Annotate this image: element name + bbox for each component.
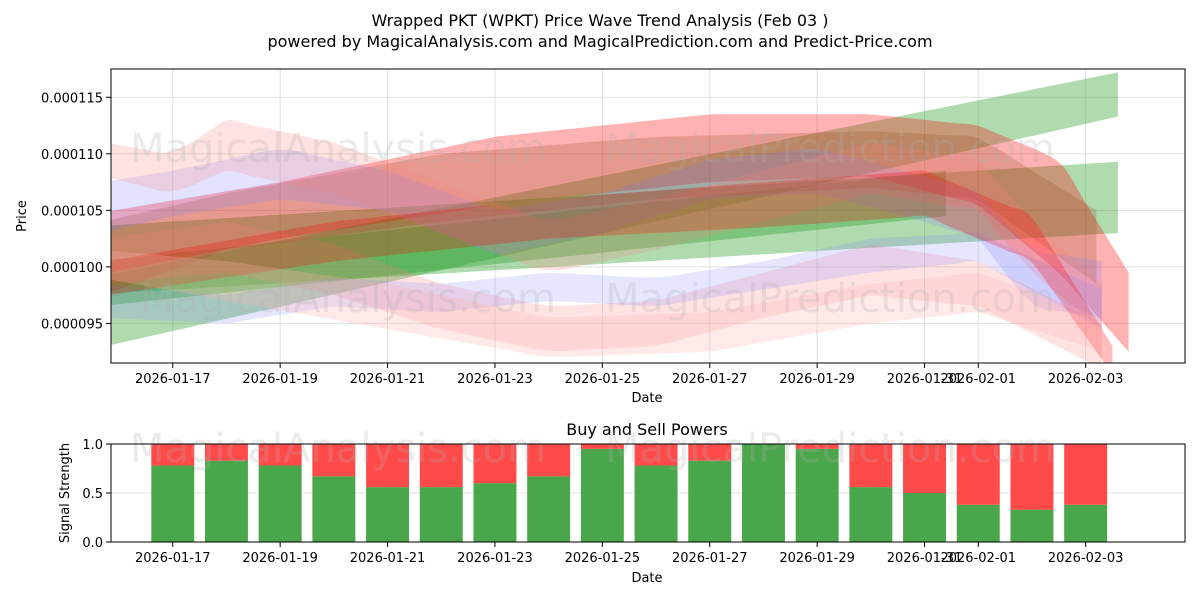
buy-sell-panel: Buy and Sell Powers MagicalAnalysis.com … bbox=[58, 420, 1186, 586]
buy-bar bbox=[849, 487, 893, 542]
buy-bar bbox=[151, 465, 195, 542]
buy-bar bbox=[204, 460, 248, 542]
figure-title-line2: powered by MagicalAnalysis.com and Magic… bbox=[267, 32, 932, 51]
sell-bar bbox=[366, 444, 410, 488]
signal-x-tick-label: 2026-02-03 bbox=[1048, 551, 1124, 566]
price-band-8 bbox=[111, 232, 1102, 330]
buy-bar bbox=[527, 476, 571, 542]
price-x-axis-label: Date bbox=[631, 391, 662, 406]
price-x-tick-label: 2026-01-19 bbox=[242, 372, 318, 387]
signal-x-tick-label: 2026-01-31 bbox=[887, 551, 963, 566]
price-band-0 bbox=[111, 72, 1118, 346]
buy-bar bbox=[580, 448, 624, 542]
buy-bar bbox=[795, 448, 839, 542]
watermark-mid-right: MagicalPrediction.com bbox=[605, 276, 1055, 322]
watermark-bottom-right: MagicalPrediction.com bbox=[605, 426, 1055, 472]
sell-bar bbox=[580, 444, 624, 449]
price-y-axis-label: Price bbox=[15, 200, 30, 232]
price-x-ticks: 2026-01-17 2026-01-19 2026-01-21 2026-01-23… bbox=[135, 363, 1123, 387]
sell-bar bbox=[956, 444, 1000, 505]
watermark-top-left: MagicalAnalysis.com bbox=[130, 126, 546, 172]
price-x-tick-label: 2026-01-27 bbox=[672, 372, 748, 387]
price-band-5 bbox=[111, 148, 1102, 318]
buy-bar bbox=[419, 487, 463, 542]
buy-bar bbox=[956, 504, 1000, 542]
price-x-tick-label: 2026-02-01 bbox=[940, 372, 1016, 387]
buy-bar bbox=[741, 444, 785, 542]
price-y-tick-label: 0.000100 bbox=[41, 261, 103, 276]
sell-bar bbox=[688, 444, 732, 461]
price-x-tick-label: 2026-01-21 bbox=[350, 372, 426, 387]
price-y-tick-label: 0.000110 bbox=[41, 148, 103, 163]
buy-bar bbox=[258, 465, 302, 542]
price-band-9 bbox=[111, 170, 1113, 363]
figure-title-line1: Wrapped PKT (WPKT) Price Wave Trend Anal… bbox=[371, 11, 828, 30]
signal-x-tick-label: 2026-01-29 bbox=[779, 551, 855, 566]
price-wave-panel: MagicalAnalysis.com MagicalPrediction.co… bbox=[15, 68, 1186, 406]
signal-x-tick-label: 2026-01-23 bbox=[457, 551, 533, 566]
price-bands bbox=[111, 72, 1129, 363]
price-y-ticks: 0.000095 0.000100 0.000105 0.000110 0.000115 bbox=[41, 91, 111, 332]
signal-x-ticks: 2026-01-17 2026-01-19 2026-01-21 2026-01-23… bbox=[135, 542, 1123, 566]
sell-bar bbox=[849, 444, 893, 488]
price-y-tick-label: 0.000095 bbox=[41, 317, 103, 332]
buy-bar bbox=[312, 476, 356, 542]
price-band-6 bbox=[111, 119, 1102, 330]
price-band-2 bbox=[111, 170, 946, 306]
signal-x-tick-label: 2026-01-25 bbox=[565, 551, 641, 566]
price-x-tick-label: 2026-01-25 bbox=[565, 372, 641, 387]
price-band-3 bbox=[111, 114, 1129, 352]
buy-bar bbox=[366, 487, 410, 542]
signal-x-axis-label: Date bbox=[631, 571, 662, 586]
buy-bar bbox=[473, 483, 517, 542]
watermark-mid-left: MagicalAnalysis.com bbox=[140, 276, 556, 322]
price-x-tick-label: 2026-01-31 bbox=[887, 372, 963, 387]
signal-x-tick-label: 2026-01-27 bbox=[672, 551, 748, 566]
sell-bar bbox=[1010, 444, 1054, 510]
signal-y-ticks: 0.0 0.5 1.0 bbox=[82, 438, 111, 551]
sell-bar bbox=[204, 444, 248, 461]
signal-y-tick-label: 1.0 bbox=[82, 438, 103, 453]
sell-bar bbox=[258, 444, 302, 466]
sell-bar bbox=[473, 444, 517, 484]
watermark-bottom-left: MagicalAnalysis.com bbox=[130, 426, 546, 472]
price-x-tick-label: 2026-01-29 bbox=[779, 372, 855, 387]
signal-y-axis-label: Signal Strength bbox=[58, 443, 73, 543]
buy-bar bbox=[688, 460, 732, 542]
price-band-10 bbox=[111, 250, 1102, 357]
signal-x-tick-label: 2026-01-17 bbox=[135, 551, 211, 566]
price-y-tick-label: 0.000105 bbox=[41, 204, 103, 219]
price-y-tick-label: 0.000115 bbox=[41, 91, 103, 106]
sell-bar bbox=[903, 444, 947, 493]
buy-bar bbox=[903, 493, 947, 542]
signal-x-tick-label: 2026-01-19 bbox=[242, 551, 318, 566]
price-band-7 bbox=[111, 221, 1102, 363]
watermark-top-right: MagicalPrediction.com bbox=[605, 126, 1055, 172]
sell-bar bbox=[1064, 444, 1108, 505]
buy-bar bbox=[1064, 504, 1108, 542]
buy-sell-title: Buy and Sell Powers bbox=[566, 420, 728, 439]
price-axes-frame bbox=[110, 68, 1186, 364]
price-band-4 bbox=[111, 131, 1097, 293]
signal-y-tick-label: 0.5 bbox=[82, 487, 103, 502]
price-x-tick-label: 2026-01-23 bbox=[457, 372, 533, 387]
price-x-tick-label: 2026-02-03 bbox=[1048, 372, 1124, 387]
sell-bar bbox=[795, 444, 839, 449]
signal-x-tick-label: 2026-01-21 bbox=[350, 551, 426, 566]
sell-bar bbox=[634, 444, 678, 466]
sell-bar bbox=[419, 444, 463, 488]
sell-bar bbox=[527, 444, 571, 477]
signal-y-tick-label: 0.0 bbox=[82, 536, 103, 551]
sell-bar bbox=[312, 444, 356, 477]
buy-bar bbox=[1010, 509, 1054, 542]
signal-bars bbox=[151, 444, 1108, 542]
price-grid bbox=[111, 69, 1185, 363]
signal-x-tick-label: 2026-02-01 bbox=[940, 551, 1016, 566]
price-x-tick-label: 2026-01-17 bbox=[135, 372, 211, 387]
buy-bar bbox=[634, 465, 678, 542]
price-band-1 bbox=[111, 161, 1118, 294]
sell-bar bbox=[151, 444, 195, 466]
